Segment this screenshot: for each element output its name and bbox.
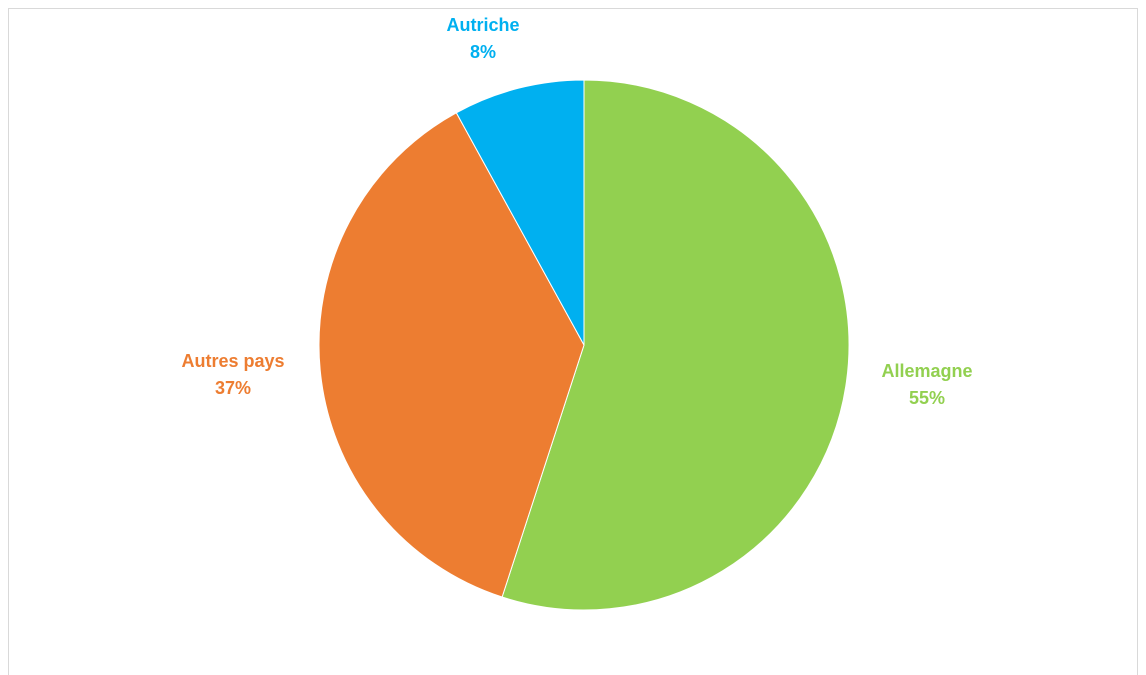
data-label-category-allemagne: Allemagne — [881, 361, 972, 381]
data-label-category-autres-pays: Autres pays — [181, 351, 284, 371]
data-label-percent-allemagne: 55% — [909, 388, 945, 408]
pie-slice-autres-pays — [318, 112, 585, 598]
pie-slice-autriche — [455, 79, 585, 346]
pie-slices — [318, 79, 850, 611]
data-label-percent-autres-pays: 37% — [215, 378, 251, 398]
data-label-percent-autriche: 8% — [470, 42, 496, 62]
pie-slice-allemagne — [501, 79, 850, 611]
data-label-category-autriche: Autriche — [446, 15, 519, 35]
pie-labels: Allemagne 55% Autres pays 37% Autriche 8% — [181, 15, 972, 408]
